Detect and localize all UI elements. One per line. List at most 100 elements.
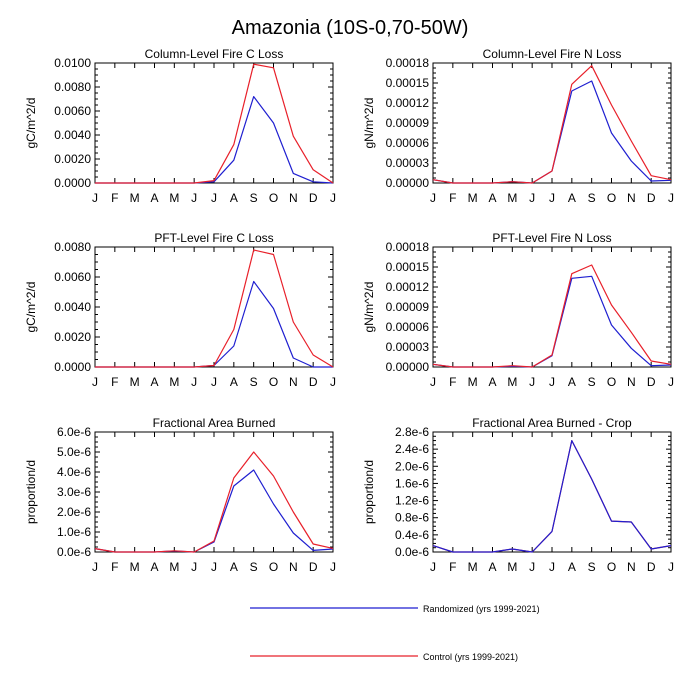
x-tick-label: N <box>627 560 636 574</box>
x-tick-label: A <box>488 560 496 574</box>
x-tick-label: J <box>92 191 98 205</box>
x-tick-label: M <box>169 375 179 389</box>
y-tick-label: 2.0e-6 <box>57 505 91 519</box>
x-tick-label: J <box>549 560 555 574</box>
x-tick-label: J <box>668 375 674 389</box>
x-tick-label: J <box>430 375 436 389</box>
y-tick-label: 0.0060 <box>54 104 91 118</box>
y-tick-label: 0.0e-6 <box>57 545 91 559</box>
y-tick-label: 0.00018 <box>386 56 430 70</box>
x-tick-label: J <box>529 375 535 389</box>
y-tick-label: 0.0080 <box>54 80 91 94</box>
panel-title: PFT-Level Fire N Loss <box>492 231 611 245</box>
figure-title: Amazonia (10S-0,70-50W) <box>232 17 469 39</box>
panel-title: Column-Level Fire N Loss <box>483 47 622 61</box>
x-tick-label: J <box>668 191 674 205</box>
x-tick-label: J <box>529 560 535 574</box>
y-tick-label: 0.00000 <box>386 360 430 374</box>
series-line-control <box>432 440 672 553</box>
x-tick-label: J <box>191 191 197 205</box>
plot-frame <box>94 62 334 184</box>
x-tick-label: O <box>269 375 278 389</box>
y-tick-label: 6.0e-6 <box>57 425 91 439</box>
x-tick-label: J <box>430 191 436 205</box>
x-tick-label: A <box>230 191 238 205</box>
x-tick-label: A <box>230 560 238 574</box>
plot-frame <box>432 246 672 368</box>
x-tick-label: J <box>211 560 217 574</box>
y-tick-label: 0.0e-6 <box>395 545 429 559</box>
y-tick-label: 2.0e-6 <box>395 459 429 473</box>
x-tick-label: F <box>111 375 118 389</box>
x-tick-label: F <box>449 191 456 205</box>
y-tick-label: 0.0040 <box>54 300 91 314</box>
x-tick-label: D <box>647 560 656 574</box>
y-tick-label: 2.8e-6 <box>395 425 429 439</box>
x-tick-label: S <box>588 191 596 205</box>
panel-title: Column-Level Fire C Loss <box>145 47 284 61</box>
series-line-randomized <box>432 440 672 553</box>
y-tick-label: 0.0080 <box>54 240 91 254</box>
y-axis-label: gC/m^2/d <box>24 282 38 333</box>
x-tick-label: M <box>130 560 140 574</box>
panel-title: Fractional Area Burned - Crop <box>472 416 632 430</box>
x-tick-label: O <box>607 560 616 574</box>
x-tick-label: N <box>289 560 298 574</box>
x-tick-label: O <box>607 191 616 205</box>
x-tick-label: M <box>468 375 478 389</box>
x-tick-label: O <box>607 375 616 389</box>
y-tick-label: 0.00015 <box>386 260 430 274</box>
x-tick-label: S <box>250 375 258 389</box>
x-tick-label: J <box>549 375 555 389</box>
x-tick-label: J <box>330 191 336 205</box>
legend: Randomized (yrs 1999-2021) Control (yrs 1… <box>250 604 540 662</box>
x-tick-label: N <box>627 375 636 389</box>
x-tick-label: A <box>568 375 576 389</box>
x-tick-label: J <box>330 560 336 574</box>
chart-panel-6: Fractional Area Burned - Crop proportion/… <box>362 416 674 574</box>
series-line-control <box>94 451 334 553</box>
legend-label-control: Control (yrs 1999-2021) <box>423 652 518 662</box>
x-tick-label: M <box>169 191 179 205</box>
y-tick-label: 0.0020 <box>54 152 91 166</box>
x-tick-label: M <box>507 560 517 574</box>
y-tick-label: 0.00009 <box>386 116 430 130</box>
x-tick-label: A <box>488 191 496 205</box>
y-tick-label: 0.00012 <box>386 280 430 294</box>
y-tick-label: 1.6e-6 <box>395 476 429 490</box>
x-tick-label: A <box>150 375 158 389</box>
y-tick-label: 4.0e-6 <box>57 465 91 479</box>
x-tick-label: J <box>330 375 336 389</box>
y-tick-label: 0.0060 <box>54 270 91 284</box>
x-tick-label: N <box>289 191 298 205</box>
plot-frame <box>432 431 672 553</box>
x-tick-label: M <box>507 191 517 205</box>
y-tick-label: 0.00015 <box>386 76 430 90</box>
x-tick-label: S <box>588 375 596 389</box>
x-tick-label: M <box>169 560 179 574</box>
y-tick-label: 3.0e-6 <box>57 485 91 499</box>
y-tick-label: 0.8e-6 <box>395 511 429 525</box>
series-line-control <box>432 264 672 368</box>
y-tick-label: 0.00018 <box>386 240 430 254</box>
x-tick-label: N <box>289 375 298 389</box>
y-tick-label: 0.00003 <box>386 340 430 354</box>
panel-title: Fractional Area Burned <box>153 416 276 430</box>
x-tick-label: M <box>468 191 478 205</box>
y-tick-label: 0.00000 <box>386 176 430 190</box>
x-tick-label: D <box>309 560 318 574</box>
x-tick-label: D <box>647 375 656 389</box>
x-tick-label: M <box>507 375 517 389</box>
series-line-randomized <box>95 280 333 368</box>
y-tick-label: 0.0000 <box>54 176 91 190</box>
x-tick-label: S <box>250 191 258 205</box>
x-tick-label: J <box>191 560 197 574</box>
y-tick-label: 1.0e-6 <box>57 525 91 539</box>
panel-title: PFT-Level Fire C Loss <box>154 231 273 245</box>
y-tick-label: 0.0020 <box>54 330 91 344</box>
x-tick-label: D <box>309 375 318 389</box>
